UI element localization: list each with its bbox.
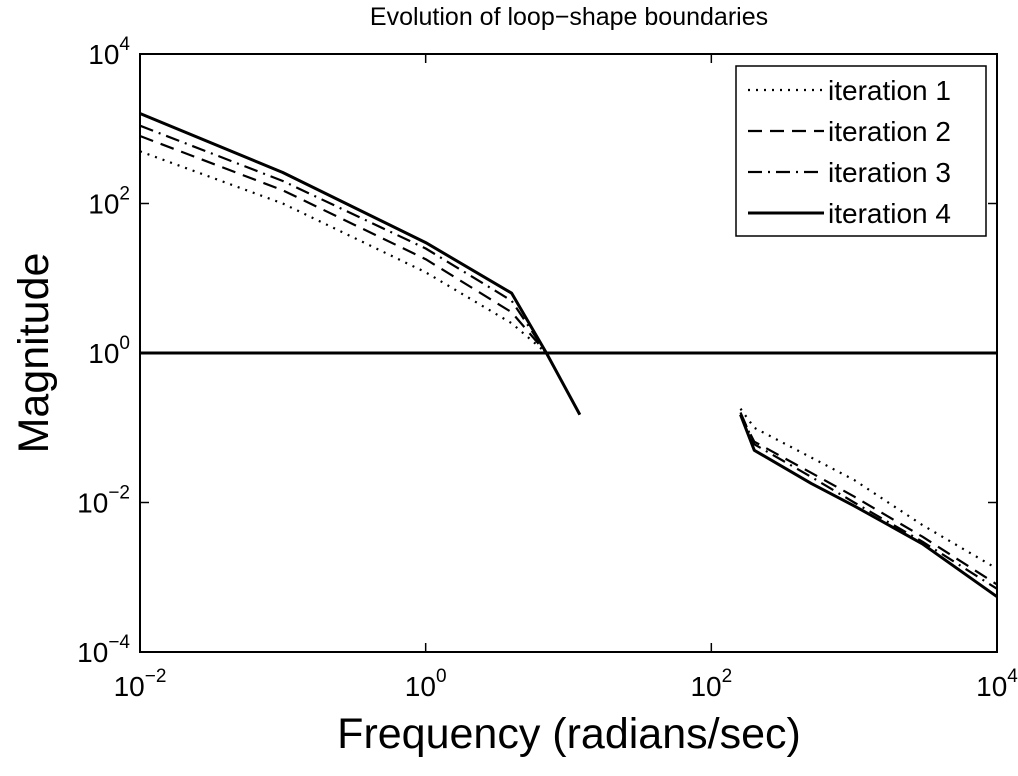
legend-label: iteration 1 bbox=[828, 75, 951, 106]
legend-label: iteration 3 bbox=[828, 157, 951, 188]
chart-title: Evolution of loop−shape boundaries bbox=[370, 3, 768, 31]
y-tick-label: 102 bbox=[88, 184, 130, 220]
x-tick-label: 102 bbox=[690, 666, 732, 702]
series-line-iteration-3-segment-2 bbox=[739, 412, 998, 590]
series-line-iteration-2-segment-1 bbox=[139, 134, 581, 416]
y-tick-label: 100 bbox=[88, 333, 130, 369]
x-tick-label: 100 bbox=[405, 666, 447, 702]
series-line-iteration-4-segment-2 bbox=[739, 414, 998, 598]
series-line-iteration-4-segment-1 bbox=[139, 112, 582, 416]
y-tick-label: 10−4 bbox=[77, 632, 130, 668]
series-line-iteration-2-segment-2 bbox=[739, 414, 998, 586]
series-line-iteration-1-segment-2 bbox=[739, 408, 998, 570]
y-tick-label: 104 bbox=[88, 34, 130, 70]
series-lines bbox=[139, 112, 998, 598]
legend-label: iteration 2 bbox=[828, 116, 951, 147]
x-axis-label: Frequency (radians/sec) bbox=[337, 710, 801, 758]
x-tick-label: 10−2 bbox=[114, 666, 167, 702]
y-axis-label: Magnitude bbox=[10, 253, 58, 454]
series-line-iteration-1-segment-1 bbox=[139, 150, 581, 416]
legend-box bbox=[735, 65, 987, 237]
legend-label: iteration 4 bbox=[828, 198, 951, 229]
legend: iteration 1 iteration 2 iteration 3 iterati… bbox=[735, 65, 987, 237]
y-tick-label: 10−2 bbox=[77, 483, 130, 519]
x-tick-label: 104 bbox=[976, 666, 1018, 702]
